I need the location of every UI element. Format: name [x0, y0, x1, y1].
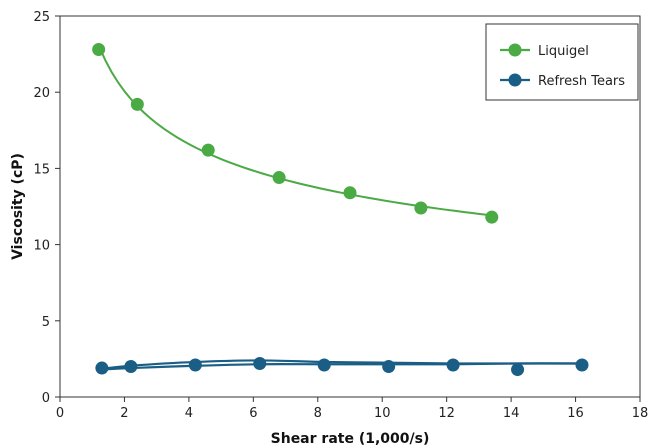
x-tick-label: 18 [632, 406, 649, 421]
legend-label: Refresh Tears [538, 74, 625, 89]
y-axis-title: Viscosity (cP) [10, 153, 26, 260]
data-point [382, 360, 396, 374]
trendline [101, 362, 583, 371]
y-tick-label: 0 [42, 391, 50, 406]
trendline [97, 44, 492, 217]
y-tick-label: 25 [33, 10, 50, 25]
data-point [317, 358, 331, 372]
y-axis-ticks: 0 5 10 15 20 25 [33, 10, 60, 406]
series-layer [92, 43, 589, 377]
data-point [92, 43, 106, 57]
data-point [253, 356, 267, 370]
x-tick-label: 10 [374, 406, 391, 421]
data-point [414, 201, 428, 215]
data-point [201, 143, 215, 157]
y-tick-label: 20 [33, 86, 50, 101]
x-tick-label: 6 [249, 406, 257, 421]
data-point [446, 358, 460, 372]
x-tick-label: 8 [314, 406, 322, 421]
data-point [188, 358, 202, 372]
y-tick-label: 5 [42, 315, 50, 330]
legend-box [485, 23, 639, 101]
data-point [343, 186, 357, 200]
x-tick-label: 0 [56, 406, 64, 421]
data-point [511, 363, 525, 377]
data-point [575, 358, 589, 372]
plot-border [59, 15, 641, 398]
legend-marker [508, 73, 522, 87]
legend: Liquigel Refresh Tears [485, 23, 639, 101]
x-tick-label: 2 [120, 406, 128, 421]
series-liquigel [92, 43, 499, 224]
x-tick-label: 12 [438, 406, 455, 421]
x-tick-label: 16 [567, 406, 584, 421]
series-refresh-tears [95, 356, 589, 377]
data-point [272, 171, 286, 185]
data-point [130, 97, 144, 111]
x-axis-title: Shear rate (1,000/s) [271, 431, 430, 447]
data-point [485, 210, 499, 224]
data-point [124, 360, 138, 374]
data-point [95, 361, 109, 375]
plot-frame [59, 15, 641, 398]
x-axis-ticks: 0 2 4 6 8 10 12 14 16 18 [56, 397, 648, 421]
x-tick-label: 14 [503, 406, 520, 421]
y-tick-label: 10 [33, 239, 50, 254]
legend-marker [508, 43, 522, 57]
x-tick-label: 4 [185, 406, 193, 421]
y-tick-label: 15 [33, 162, 50, 177]
legend-label: Liquigel [538, 44, 589, 59]
